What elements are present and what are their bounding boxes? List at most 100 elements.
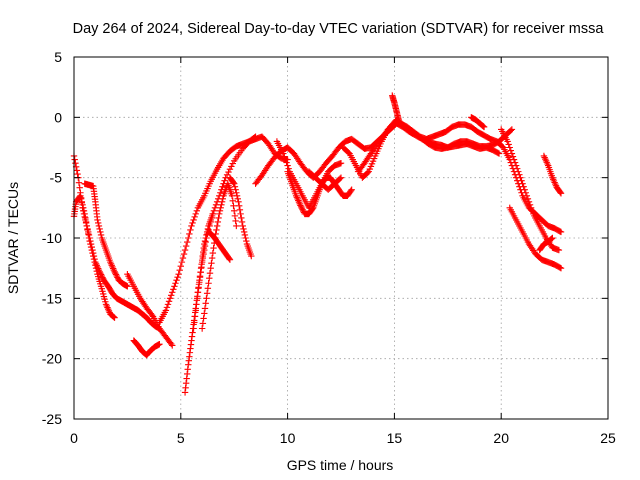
data-point: [77, 195, 85, 202]
data-point: [189, 219, 196, 227]
data-point: [479, 122, 486, 129]
data-point: [557, 264, 565, 272]
data-point: [97, 228, 104, 236]
data-point: [209, 249, 217, 257]
data-point: [191, 213, 198, 221]
data-point: [252, 133, 259, 140]
data-points: [70, 92, 565, 396]
data-point: [162, 307, 170, 314]
data-point: [548, 235, 555, 242]
data-point: [80, 207, 88, 215]
data-point: [124, 283, 131, 290]
data-point: [110, 313, 118, 321]
data-point: [214, 218, 222, 226]
data-point: [521, 186, 528, 193]
data-point: [557, 189, 564, 196]
data-point: [109, 313, 117, 320]
y-tick-label: 5: [54, 49, 62, 65]
data-point: [223, 171, 231, 179]
data-point: [235, 198, 242, 205]
data-point: [509, 153, 517, 160]
data-point: [156, 340, 163, 348]
series-arc-1: [70, 152, 163, 332]
data-point: [169, 342, 176, 349]
data-point: [185, 234, 192, 242]
chart-title: Day 264 of 2024, Sidereal Day-to-day VTE…: [73, 21, 605, 37]
data-point: [112, 271, 120, 278]
data-point: [82, 214, 89, 222]
data-point: [506, 144, 513, 151]
data-point: [523, 192, 531, 199]
data-point: [196, 274, 204, 281]
data-point: [528, 207, 536, 215]
data-point: [190, 325, 197, 332]
data-point: [547, 236, 555, 243]
y-tick-label: 0: [54, 109, 62, 125]
data-point: [238, 214, 245, 222]
data-point: [96, 225, 103, 233]
data-point: [80, 204, 87, 212]
data-point: [520, 183, 527, 190]
series-arc-2: [70, 192, 118, 321]
data-point: [347, 187, 355, 194]
data-point: [508, 150, 516, 157]
series-arc-11: [226, 174, 255, 260]
data-point: [205, 280, 212, 287]
data-point: [235, 202, 243, 210]
series-arc-4: [130, 337, 163, 359]
series-arc-20: [506, 204, 565, 272]
data-point: [336, 175, 344, 182]
data-point: [514, 165, 521, 172]
data-point: [200, 250, 207, 258]
data-point: [517, 174, 524, 181]
data-point: [86, 237, 93, 245]
data-point: [337, 174, 345, 181]
data-point: [206, 222, 213, 230]
data-point: [181, 246, 189, 254]
data-point: [78, 198, 86, 205]
y-tick-label: -25: [42, 411, 62, 427]
data-point: [297, 202, 304, 209]
data-point: [196, 279, 203, 286]
data-point: [112, 269, 119, 277]
data-point: [348, 186, 355, 193]
data-point: [512, 162, 520, 169]
data-point: [208, 259, 215, 267]
data-point: [178, 258, 186, 266]
data-point: [113, 272, 120, 280]
data-point: [192, 307, 199, 314]
data-point: [236, 206, 244, 214]
data-point: [165, 298, 173, 305]
y-tick-label: -15: [42, 290, 62, 306]
data-point: [216, 207, 224, 215]
data-point: [172, 280, 179, 287]
data-point: [233, 192, 241, 199]
data-point: [85, 230, 92, 238]
data-point: [516, 171, 523, 178]
data-point: [88, 246, 95, 254]
data-point: [229, 160, 236, 167]
data-point: [92, 264, 100, 272]
data-point: [240, 225, 247, 233]
series-arc-8: [190, 133, 259, 332]
data-point: [204, 285, 212, 292]
series-arc-18: [389, 92, 402, 123]
data-point: [184, 238, 191, 246]
data-point: [202, 238, 209, 246]
data-point: [230, 202, 237, 210]
data-point: [208, 214, 215, 222]
data-point: [173, 277, 180, 284]
data-point: [212, 201, 220, 209]
data-point: [556, 264, 564, 271]
data-point: [208, 254, 216, 262]
data-point: [95, 219, 102, 227]
data-point: [177, 262, 184, 270]
data-point: [201, 310, 208, 317]
data-point: [186, 230, 193, 238]
data-point: [83, 222, 91, 230]
data-point: [111, 268, 118, 275]
data-point: [73, 167, 81, 174]
data-point: [211, 204, 219, 212]
data-point: [284, 162, 291, 169]
data-point: [199, 254, 207, 262]
